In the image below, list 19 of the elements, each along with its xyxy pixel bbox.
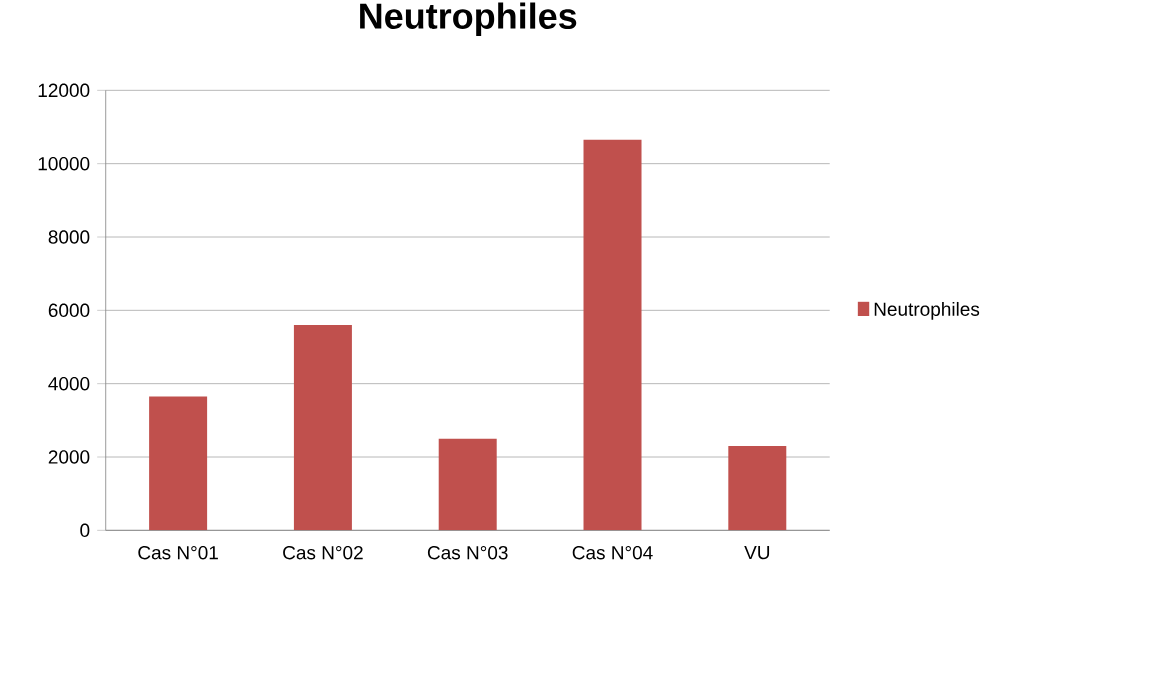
chart-title: Neutrophiles xyxy=(360,2,577,37)
bar xyxy=(438,438,497,531)
x-tick-label: Cas N°04 xyxy=(572,545,653,560)
y-tick-label: 4000 xyxy=(48,376,90,391)
x-tick-label: Cas N°01 xyxy=(138,545,218,560)
bar xyxy=(149,396,208,531)
x-tick-label: Cas N°02 xyxy=(283,545,363,560)
y-tick-label: 2000 xyxy=(48,450,90,464)
bar xyxy=(728,446,787,531)
bar xyxy=(583,139,642,531)
x-tick-label: VU xyxy=(744,545,770,560)
y-tick-label: 10000 xyxy=(38,156,90,171)
bar xyxy=(293,325,352,531)
y-tick-label: 6000 xyxy=(48,303,90,318)
legend-label: Neutrophiles xyxy=(874,301,980,320)
x-tick-label: Cas N°03 xyxy=(427,545,508,560)
y-tick-label: 8000 xyxy=(48,230,90,244)
y-tick-label: 0 xyxy=(80,523,90,538)
y-tick-label: 12000 xyxy=(38,83,90,98)
